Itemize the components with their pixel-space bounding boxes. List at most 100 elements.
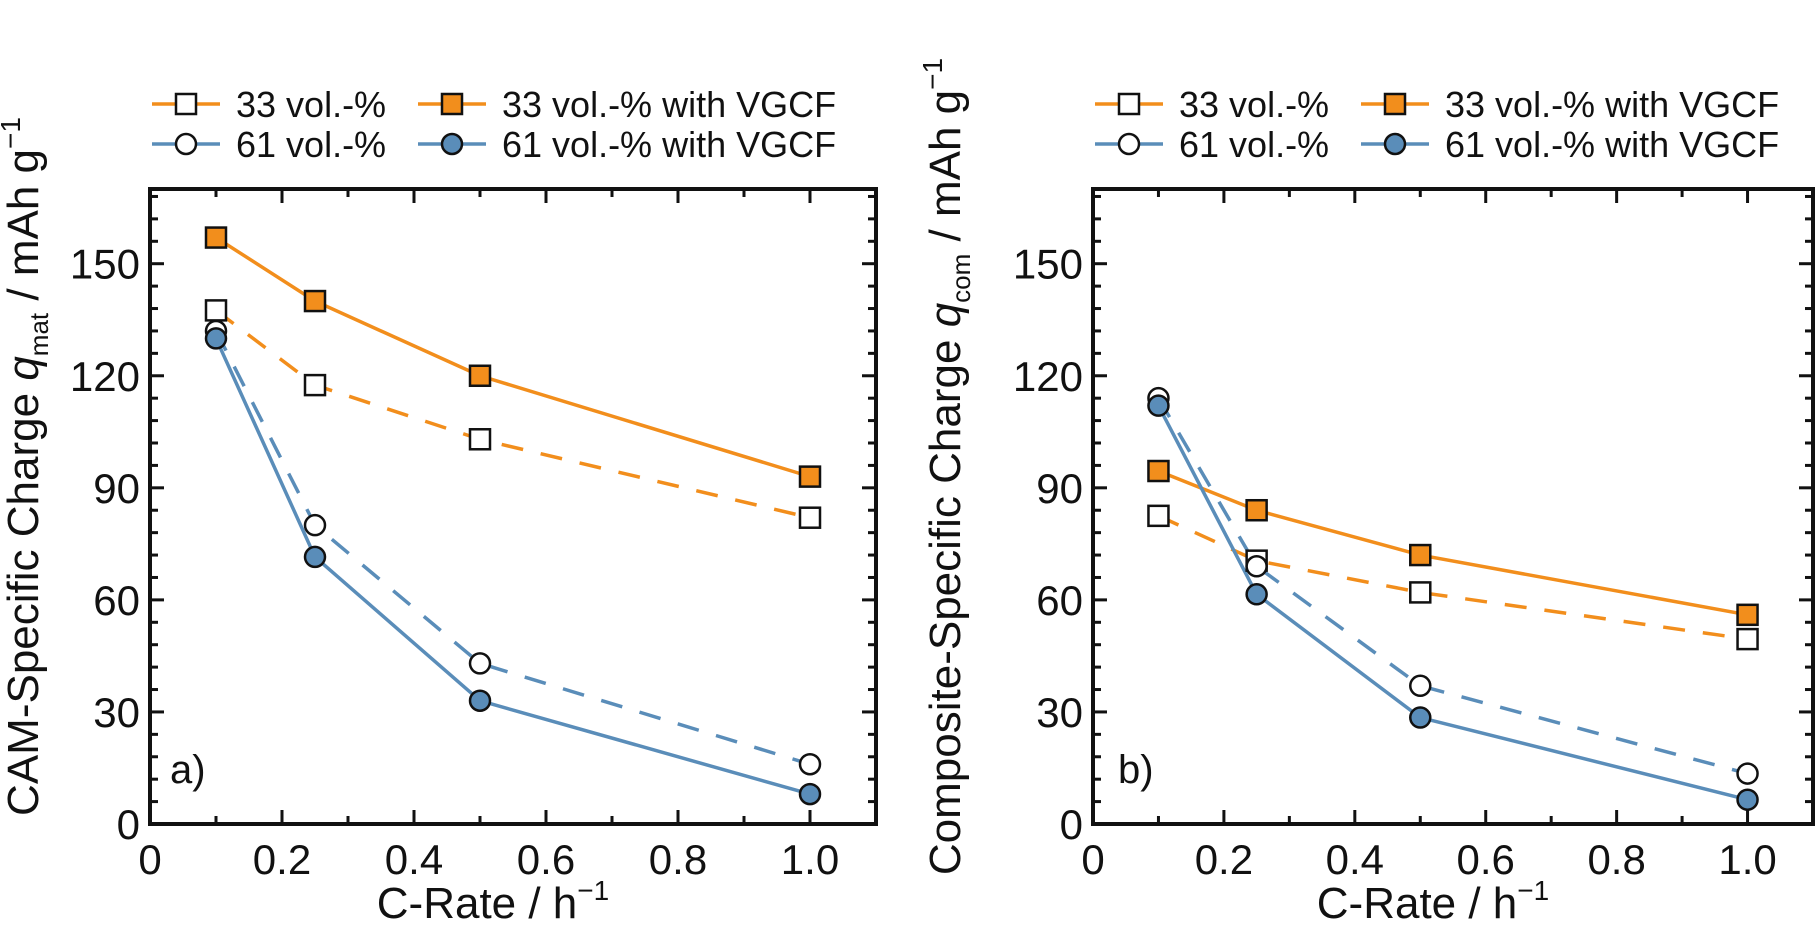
x-axis-label: C-Rate / h−1	[377, 875, 609, 928]
data-point	[303, 513, 327, 537]
series-line	[1156, 404, 1748, 802]
data-point	[303, 373, 327, 397]
legend: 33 vol.-% 33 vol.-% with VGCF 61 vol.-% 61 …	[152, 84, 836, 165]
data-point	[1147, 459, 1170, 483]
legend-marker	[1117, 132, 1141, 156]
data-point	[798, 506, 822, 529]
legend-item: 33 vol.-% with VGCF	[1361, 84, 1779, 125]
legend-label: 33 vol.-% with VGCF	[1445, 84, 1779, 125]
legend-marker	[440, 132, 464, 156]
data-point	[468, 428, 492, 451]
y-tick-label: 60	[93, 577, 140, 624]
plot-frame	[1091, 187, 1815, 826]
plot-frame	[148, 187, 878, 826]
legend-item: 61 vol.-% with VGCF	[1361, 124, 1779, 165]
panel-label: b)	[1118, 748, 1154, 792]
data-point	[204, 327, 228, 350]
data-point	[204, 299, 228, 322]
legend: 33 vol.-% 33 vol.-% with VGCF 61 vol.-% 61 …	[1095, 84, 1779, 165]
data-point	[1409, 581, 1432, 604]
x-tick-label: 1.0	[1718, 836, 1776, 883]
x-tick-label: 1.0	[781, 836, 839, 883]
legend-label: 33 vol.-% with VGCF	[502, 84, 836, 125]
data-point	[1245, 498, 1268, 522]
series-line	[1157, 514, 1748, 641]
x-tick-label: 0	[1081, 836, 1104, 883]
panel-label: a)	[170, 748, 206, 792]
data-point	[468, 652, 492, 675]
x-tick-label: 0.4	[1326, 836, 1384, 883]
legend-label: 61 vol.-% with VGCF	[502, 124, 836, 165]
data-point	[1736, 762, 1759, 785]
data-point	[798, 782, 822, 806]
x-tick-label: 0.6	[1457, 836, 1515, 883]
legend-label: 61 vol.-%	[1179, 124, 1329, 165]
y-tick-label: 0	[117, 801, 140, 848]
data-point	[1245, 555, 1268, 578]
data-point	[1147, 394, 1170, 417]
y-tick-label: 30	[93, 689, 140, 736]
legend-marker	[440, 92, 464, 116]
legend-marker	[1383, 132, 1407, 156]
legend-item: 61 vol.-%	[1095, 124, 1329, 165]
legend-item: 33 vol.-%	[1095, 84, 1329, 125]
data-point	[303, 289, 327, 313]
legend-label: 33 vol.-%	[236, 84, 386, 125]
data-point	[468, 364, 492, 388]
y-tick-label: 120	[1013, 353, 1083, 400]
x-tick-label: 0.8	[1587, 836, 1645, 883]
y-axis-label: CAM-Specific Charge qmat / mAh g−1	[0, 117, 54, 816]
legend-marker	[1117, 92, 1141, 116]
y-axis-label: Composite-Specific Charge qcom / mAh g−1	[917, 58, 976, 875]
data-point	[1409, 706, 1432, 729]
legend-item: 33 vol.-% with VGCF	[418, 84, 836, 125]
legend-label: 61 vol.-%	[236, 124, 386, 165]
series-line	[214, 337, 811, 796]
plot-area: 0 0.2 0.4 0.6 0.8 1.0 0 30 60 90 120 150	[1013, 187, 1815, 883]
x-tick-label: 0.6	[517, 836, 575, 883]
data-point	[1736, 603, 1759, 627]
legend-label: 61 vol.-% with VGCF	[1445, 124, 1779, 165]
x-tick-label: 0.2	[253, 836, 311, 883]
x-tick-label: 0.2	[1195, 836, 1253, 883]
series-line	[1157, 469, 1748, 617]
y-tick-label: 90	[1036, 465, 1083, 512]
data-point	[1245, 583, 1268, 606]
data-point	[468, 689, 492, 712]
chart-panel-b: 33 vol.-% 33 vol.-% with VGCF 61 vol.-% 61 …	[917, 58, 1815, 928]
x-tick-label: 0.8	[649, 836, 707, 883]
data-point	[1409, 674, 1432, 698]
data-point	[204, 226, 228, 249]
series-line	[214, 309, 811, 520]
x-tick-label: 0.4	[385, 836, 443, 883]
y-tick-label: 60	[1036, 577, 1083, 624]
legend-item: 61 vol.-%	[152, 124, 386, 165]
plot-area: 0 0.2 0.4 0.6 0.8 1.0 0 30 60 90 120 150	[70, 187, 878, 883]
data-point	[1736, 788, 1759, 811]
legend-label: 33 vol.-%	[1179, 84, 1329, 125]
chart-panel-a: 33 vol.-% 33 vol.-% with VGCF 61 vol.-% 61 …	[0, 84, 878, 928]
series-line	[1156, 397, 1748, 776]
y-tick-label: 150	[70, 241, 140, 288]
series-line	[215, 236, 811, 479]
data-point	[798, 465, 822, 488]
data-point	[303, 545, 327, 569]
y-tick-label: 90	[93, 465, 140, 512]
data-point	[1409, 543, 1432, 567]
legend-marker	[1383, 92, 1407, 116]
data-point	[1736, 627, 1759, 651]
legend-item: 33 vol.-%	[152, 84, 386, 125]
y-tick-label: 150	[1013, 241, 1083, 288]
x-axis-label: C-Rate / h−1	[1317, 875, 1549, 928]
data-point	[798, 752, 822, 776]
y-tick-label: 0	[1060, 801, 1083, 848]
series-line	[214, 330, 811, 766]
legend-item: 61 vol.-% with VGCF	[418, 124, 836, 165]
legend-marker	[174, 132, 198, 156]
y-tick-label: 30	[1036, 689, 1083, 736]
legend-marker	[174, 92, 198, 116]
x-tick-label: 0	[138, 836, 161, 883]
data-point	[1147, 504, 1170, 528]
y-tick-label: 120	[70, 353, 140, 400]
